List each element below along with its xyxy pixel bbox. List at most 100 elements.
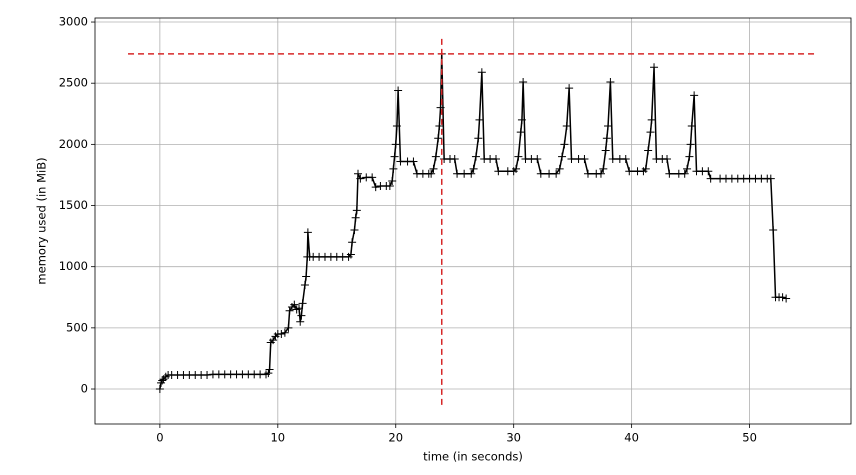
point-marker [389, 164, 398, 173]
point-marker [300, 281, 309, 290]
point-marker [562, 122, 571, 131]
point-marker [558, 152, 567, 161]
point-marker [453, 169, 462, 178]
point-marker [778, 293, 787, 302]
y-axis-label: memory used (in MiB) [35, 157, 49, 284]
point-marker [371, 183, 380, 192]
y-tick-label: 1500 [59, 198, 88, 212]
point-marker [491, 155, 500, 164]
point-marker [352, 206, 361, 215]
point-marker [567, 155, 576, 164]
point-marker [427, 169, 436, 178]
point-marker [350, 225, 359, 234]
point-marker [295, 304, 304, 313]
point-marker [606, 77, 615, 86]
point-marker [474, 134, 483, 143]
point-marker [394, 86, 403, 95]
point-marker [565, 84, 574, 93]
point-marker [297, 311, 306, 320]
point-marker [392, 122, 401, 131]
point-marker [264, 369, 273, 378]
point-marker [385, 181, 394, 190]
y-tick-label: 2500 [59, 76, 88, 90]
point-marker [519, 77, 528, 86]
point-marker [555, 164, 564, 173]
point-marker [686, 140, 695, 149]
x-tick-label: 50 [742, 431, 757, 445]
x-tick-label: 0 [156, 431, 163, 445]
point-marker [680, 169, 689, 178]
point-marker [356, 174, 365, 183]
point-marker [517, 115, 526, 124]
point-marker [368, 173, 377, 182]
point-marker [704, 167, 713, 176]
point-marker [450, 155, 459, 164]
point-marker [390, 152, 399, 161]
point-marker [475, 115, 484, 124]
point-marker [396, 157, 405, 166]
point-marker [596, 169, 605, 178]
point-marker [514, 152, 523, 161]
point-marker [460, 169, 469, 178]
point-marker [290, 300, 299, 309]
point-marker [650, 63, 659, 72]
point-marker [155, 385, 164, 394]
point-marker [265, 365, 274, 374]
point-marker [477, 68, 486, 77]
point-marker [647, 115, 656, 124]
x-tick-label: 10 [270, 431, 285, 445]
point-marker [646, 128, 655, 137]
point-marker [782, 294, 791, 303]
point-marker [545, 169, 554, 178]
point-marker [608, 155, 617, 164]
point-marker [158, 376, 167, 385]
point-marker [683, 164, 692, 173]
point-marker [766, 174, 775, 183]
x-tick-label: 20 [388, 431, 403, 445]
point-marker [494, 167, 503, 176]
point-marker [203, 370, 212, 379]
y-tick-label: 3000 [59, 15, 88, 29]
point-marker [471, 152, 480, 161]
point-marker [429, 164, 438, 173]
point-marker [601, 146, 610, 155]
y-tick-label: 500 [66, 320, 88, 334]
point-marker [599, 164, 608, 173]
y-tick-label: 2000 [59, 137, 88, 151]
point-marker [663, 155, 672, 164]
point-marker [560, 140, 569, 149]
point-marker [431, 152, 440, 161]
point-marker [516, 128, 525, 137]
point-marker [644, 146, 653, 155]
point-marker [580, 155, 589, 164]
point-marker [583, 169, 592, 178]
point-marker [436, 103, 445, 112]
point-marker [665, 169, 674, 178]
plot-frame [94, 17, 852, 425]
point-marker [685, 152, 694, 161]
point-marker [346, 250, 355, 259]
point-marker [641, 164, 650, 173]
point-marker [284, 323, 293, 332]
point-marker [621, 155, 630, 164]
point-marker [296, 317, 305, 326]
point-marker [388, 177, 397, 186]
y-tick-label: 0 [81, 382, 88, 396]
point-marker [303, 228, 312, 237]
point-marker [348, 238, 357, 247]
x-tick-label: 30 [506, 431, 521, 445]
point-marker [769, 225, 778, 234]
y-tick-label: 1000 [59, 259, 88, 273]
x-tick-label: 40 [624, 431, 639, 445]
point-marker [435, 122, 444, 131]
point-marker [687, 122, 696, 131]
point-marker [434, 134, 443, 143]
point-marker [351, 213, 360, 222]
point-marker [602, 134, 611, 143]
x-axis-label: time (in seconds) [423, 450, 523, 464]
point-marker [533, 155, 542, 164]
point-marker [302, 272, 311, 281]
point-marker [467, 169, 476, 178]
point-marker [690, 91, 699, 100]
point-marker [604, 122, 613, 131]
